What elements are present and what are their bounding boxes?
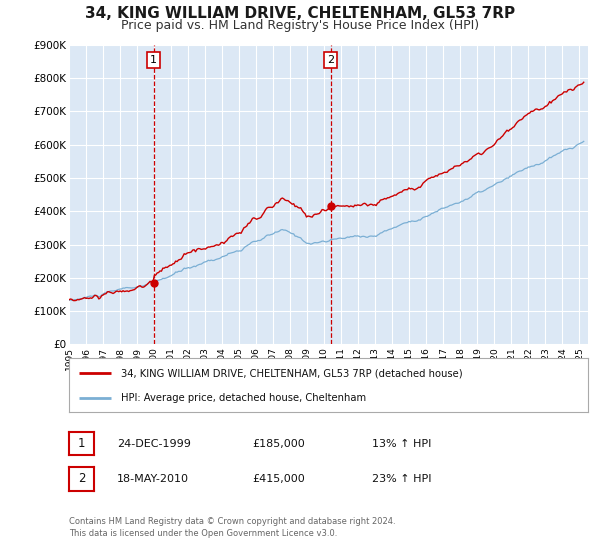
Text: 34, KING WILLIAM DRIVE, CHELTENHAM, GL53 7RP: 34, KING WILLIAM DRIVE, CHELTENHAM, GL53… (85, 7, 515, 21)
Text: 1: 1 (150, 55, 157, 65)
Text: 24-DEC-1999: 24-DEC-1999 (117, 438, 191, 449)
Text: Contains HM Land Registry data © Crown copyright and database right 2024.: Contains HM Land Registry data © Crown c… (69, 517, 395, 526)
Text: 2: 2 (78, 472, 85, 486)
Text: 18-MAY-2010: 18-MAY-2010 (117, 474, 189, 484)
Text: HPI: Average price, detached house, Cheltenham: HPI: Average price, detached house, Chel… (121, 393, 366, 403)
Text: 13% ↑ HPI: 13% ↑ HPI (372, 438, 431, 449)
Text: This data is licensed under the Open Government Licence v3.0.: This data is licensed under the Open Gov… (69, 529, 337, 538)
Text: 34, KING WILLIAM DRIVE, CHELTENHAM, GL53 7RP (detached house): 34, KING WILLIAM DRIVE, CHELTENHAM, GL53… (121, 368, 463, 379)
Text: £185,000: £185,000 (252, 438, 305, 449)
Text: 23% ↑ HPI: 23% ↑ HPI (372, 474, 431, 484)
Text: 1: 1 (78, 437, 85, 450)
Text: Price paid vs. HM Land Registry's House Price Index (HPI): Price paid vs. HM Land Registry's House … (121, 19, 479, 32)
Text: 2: 2 (327, 55, 334, 65)
Text: £415,000: £415,000 (252, 474, 305, 484)
